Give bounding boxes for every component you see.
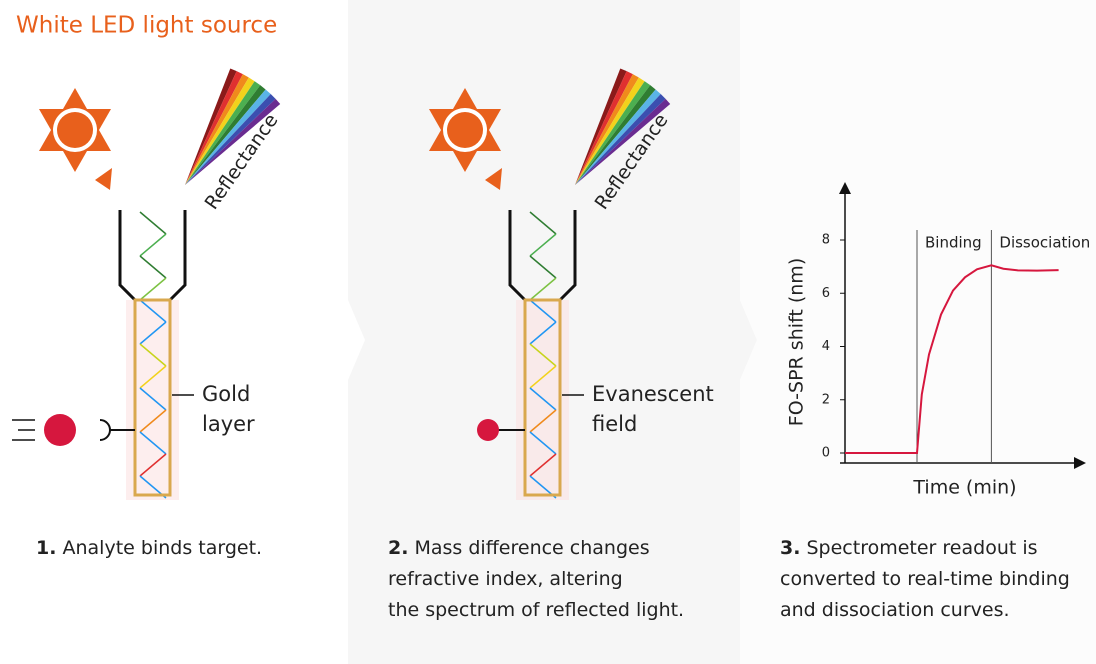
layer-label: field <box>592 412 637 436</box>
light-path <box>139 365 167 389</box>
reflected-spectrum <box>575 68 627 185</box>
reflected-spectrum <box>185 85 266 185</box>
chart: 0 2 4 6 8 FO-SPR shift (nm) Time (min) Binding D… <box>786 182 1090 499</box>
analyte <box>477 419 499 441</box>
light-path <box>139 255 167 279</box>
reflected-spectrum <box>185 89 271 185</box>
reflected-spectrum <box>575 71 633 185</box>
reflected-spectrum <box>185 74 249 185</box>
light-path <box>529 299 557 323</box>
caption-line: Analyte binds target. <box>56 537 262 559</box>
layer-label: Gold <box>202 382 250 406</box>
receptor <box>99 419 111 441</box>
reflected-spectrum <box>575 85 656 185</box>
caption: 1. Analyte binds target. <box>36 537 262 559</box>
light-path <box>529 321 557 345</box>
layer-label: layer <box>202 412 255 436</box>
reflected-spectrum <box>185 98 281 185</box>
caption-line: converted to real-time binding <box>780 568 1070 590</box>
y-tick-label: 2 <box>822 392 830 407</box>
caption-line: and dissociation curves. <box>780 599 1010 621</box>
arrow-head <box>95 168 112 190</box>
axis-arrow <box>839 182 851 194</box>
light-path <box>529 431 557 455</box>
reflected-spectrum <box>185 94 276 185</box>
arrow-head <box>485 168 502 190</box>
light-path <box>139 299 167 323</box>
light-path <box>529 387 557 411</box>
light-path <box>139 453 167 477</box>
caption: 3. Spectrometer readout is converted to r… <box>780 537 1070 621</box>
layer-label: Evanescent <box>592 382 714 406</box>
caption-number: 1. <box>36 537 56 559</box>
axis-arrow <box>1074 457 1086 469</box>
y-tick-label: 0 <box>822 446 830 461</box>
reflected-spectrum <box>575 94 666 185</box>
reflected-spectrum <box>575 77 645 185</box>
reflected-spectrum <box>185 77 255 185</box>
light-path <box>529 453 557 477</box>
light-path <box>529 233 557 257</box>
panel-background <box>740 0 1096 664</box>
reflected-spectrum <box>185 71 243 185</box>
light-path <box>529 277 557 301</box>
caption-line: Mass difference changes <box>408 537 649 559</box>
reflected-spectrum <box>185 68 237 185</box>
light-path <box>529 255 557 279</box>
caption-number: 2. <box>388 537 408 559</box>
annotation-label: Dissociation <box>999 234 1090 252</box>
caption-line: refractive index, altering <box>388 568 623 590</box>
light-path <box>139 387 167 411</box>
light-path <box>529 343 557 367</box>
light-path <box>529 409 557 433</box>
light-path <box>139 321 167 345</box>
caption-number: 3. <box>780 537 800 559</box>
reflected-spectrum <box>575 89 661 185</box>
reflected-spectrum <box>185 81 261 185</box>
x-axis-label: Time (min) <box>912 477 1016 499</box>
light-path <box>529 211 557 235</box>
reflected-spectrum <box>575 98 671 185</box>
reflected-spectrum <box>575 74 639 185</box>
y-axis-label: FO-SPR shift (nm) <box>786 258 808 426</box>
light-path <box>139 409 167 433</box>
light-source <box>57 112 93 148</box>
line-series <box>845 264 1059 454</box>
light-path <box>139 431 167 455</box>
light-path <box>139 211 167 235</box>
reflected-spectrum <box>575 81 651 185</box>
y-tick-label: 4 <box>822 339 830 354</box>
light-path <box>139 343 167 367</box>
gold-layer <box>523 298 562 497</box>
fiber-holder <box>508 210 527 302</box>
title: White LED light source <box>16 13 277 39</box>
caption: 2. Mass difference changes refractive ind… <box>388 537 684 621</box>
fiber-holder <box>168 210 187 302</box>
gold-layer <box>133 298 172 497</box>
light-path <box>139 277 167 301</box>
annotation-label: Binding <box>925 234 982 252</box>
fiber-holder <box>558 210 577 302</box>
caption-line: the spectrum of reflected light. <box>388 599 684 621</box>
light-path <box>139 233 167 257</box>
y-tick-label: 8 <box>822 233 830 248</box>
caption-line: Spectrometer readout is <box>800 537 1037 559</box>
light-path <box>529 365 557 389</box>
light-source <box>447 112 483 148</box>
fiber-holder <box>118 210 137 302</box>
analyte <box>44 414 76 446</box>
y-tick-label: 6 <box>822 286 830 301</box>
